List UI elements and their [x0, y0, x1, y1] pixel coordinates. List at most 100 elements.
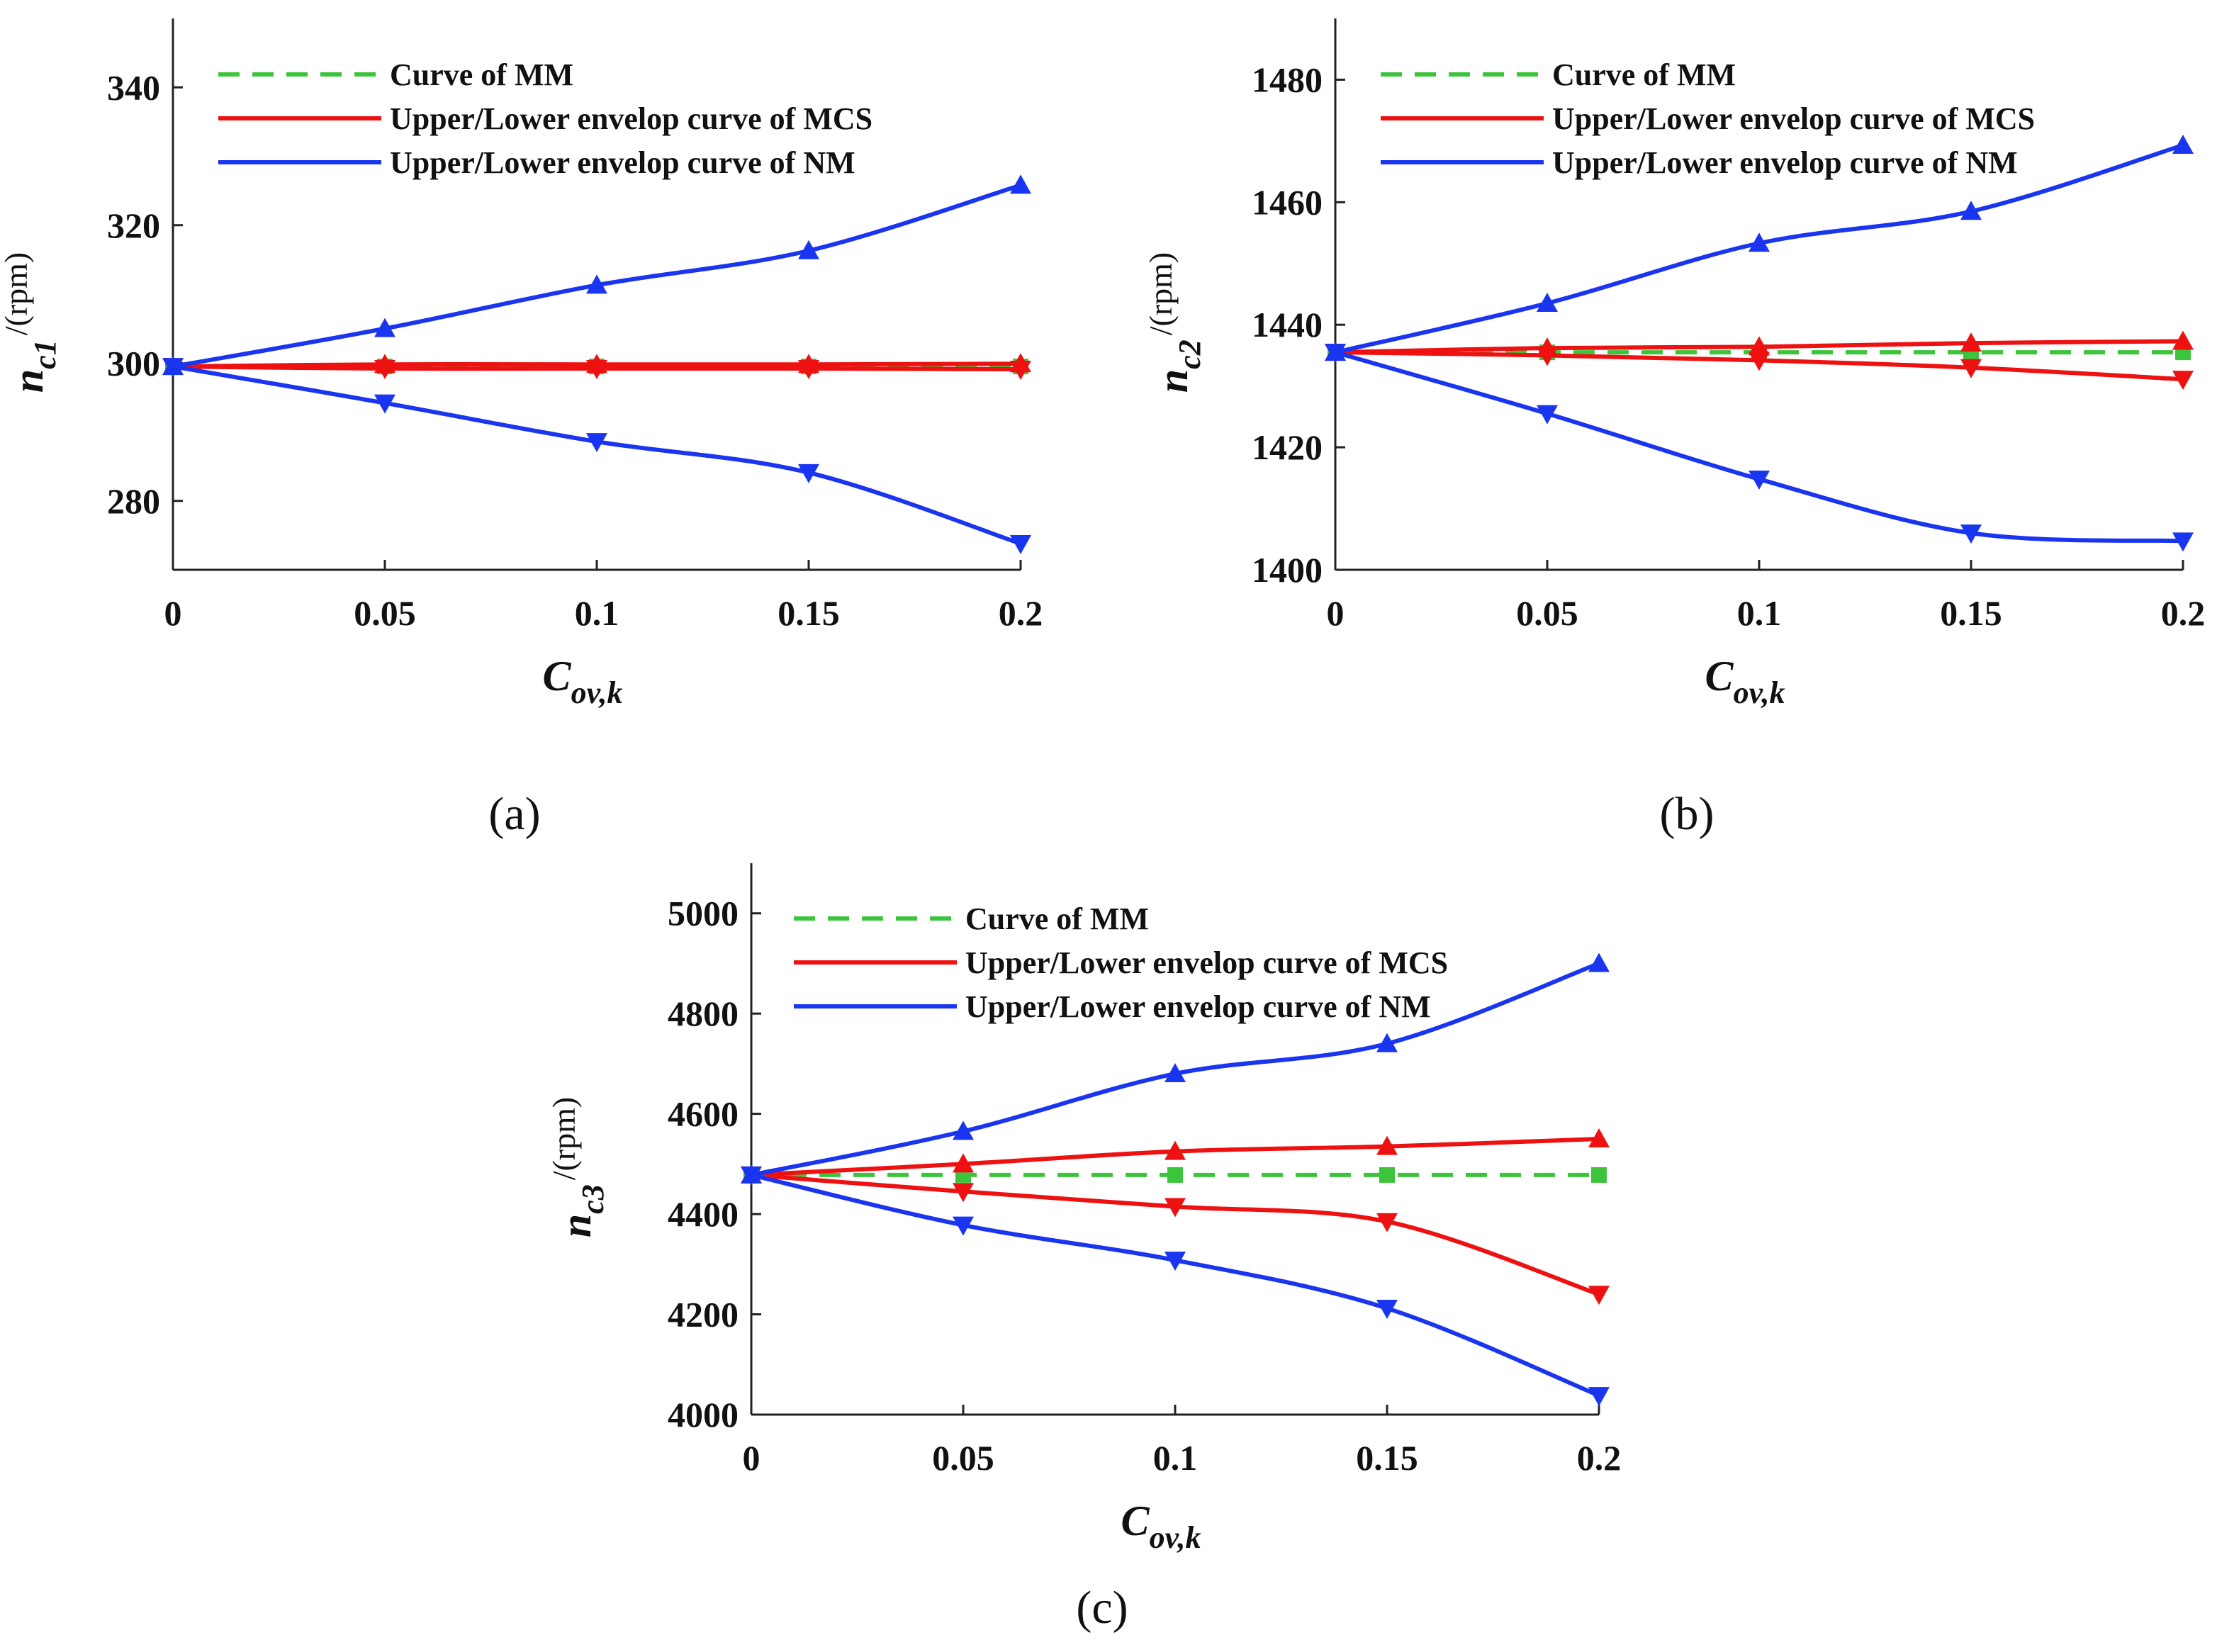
data-point: [741, 1166, 762, 1186]
data-point: [586, 360, 607, 380]
y-tick-label: 4600: [668, 1094, 739, 1134]
chart-panel-b: 0 0.05 0.1 0.15 0.2 1400 1420 1440 1460 1480 Cov,k…: [1143, 18, 2205, 840]
data-point: [1164, 1140, 1186, 1160]
data-point: [1167, 1167, 1183, 1183]
panel-label: (a): [488, 788, 540, 840]
legend-label: Upper/Lower envelop curve of NM: [390, 145, 855, 180]
x-tick-label: 0.2: [1577, 1438, 1622, 1478]
data-point: [374, 360, 395, 380]
x-tick-label: 0.15: [1356, 1438, 1418, 1478]
series-nm-lower: [162, 358, 1031, 555]
y-axis-label: nc2/(rpm): [1143, 252, 1207, 393]
y-tick-label: 4800: [668, 994, 739, 1033]
x-tick-label: 0: [743, 1438, 760, 1478]
y-axis-label: nc3/(rpm): [546, 1097, 610, 1237]
data-point: [1588, 1286, 1610, 1305]
chart-panel-c: 0 0.05 0.1 0.15 0.2 4000 4200 4400 4600 4800 5000 C…: [546, 863, 1621, 1634]
y-axis-label: nc1/(rpm): [0, 252, 62, 393]
data-point: [2172, 371, 2194, 390]
y-tick-label: 4200: [668, 1295, 739, 1334]
legend: Curve of MM Upper/Lower envelop curve of …: [1381, 57, 2035, 180]
data-point: [798, 360, 819, 380]
legend-label: Upper/Lower envelop curve of MCS: [390, 101, 872, 136]
data-point: [1588, 953, 1610, 972]
chart-panel-a: 0 0.05 0.1 0.15 0.2 280 300 320 340 Cov,k nc1/(rpm…: [0, 18, 1043, 840]
series-nm-upper: [162, 174, 1031, 376]
data-point: [1376, 1135, 1398, 1155]
data-point: [2172, 330, 2194, 350]
data-point: [1749, 232, 1770, 252]
data-point: [1379, 1167, 1395, 1183]
series-mcs-lower: [162, 358, 1031, 381]
data-point: [953, 1183, 974, 1203]
data-point: [1749, 336, 1770, 356]
x-tick-label: 0.05: [354, 593, 416, 633]
y-tick-label: 320: [107, 206, 160, 245]
data-point: [374, 394, 395, 414]
data-point: [1749, 352, 1770, 371]
data-point: [1164, 1063, 1186, 1083]
data-point: [1588, 1387, 1610, 1407]
data-point: [1749, 471, 1770, 490]
x-tick-label: 0.1: [1153, 1438, 1198, 1478]
data-point: [1588, 1128, 1610, 1147]
legend-label: Upper/Lower envelop curve of NM: [1552, 145, 2018, 180]
x-tick-label: 0.1: [575, 593, 619, 633]
x-tick-label: 0.05: [932, 1438, 994, 1478]
data-point: [798, 240, 819, 259]
data-point: [1164, 1252, 1186, 1271]
data-point: [1376, 1033, 1398, 1052]
data-point: [1537, 405, 1558, 425]
y-tick-label: 1420: [1252, 427, 1323, 467]
x-tick-label: 0: [164, 593, 182, 633]
legend-label: Upper/Lower envelop curve of NM: [965, 989, 1431, 1024]
x-axis-label: Cov,k: [1705, 653, 1785, 710]
data-point: [1010, 535, 1031, 555]
y-tick-label: 5000: [668, 894, 739, 933]
data-point: [2172, 532, 2194, 552]
x-tick-label: 0.2: [999, 593, 1043, 633]
data-point: [1537, 292, 1558, 312]
legend-label: Curve of MM: [965, 901, 1149, 936]
data-point: [586, 433, 607, 453]
x-axis-label: Cov,k: [1121, 1498, 1201, 1555]
data-point: [586, 274, 607, 294]
legend: Curve of MM Upper/Lower envelop curve of …: [218, 57, 872, 180]
data-point: [2172, 134, 2194, 154]
data-point: [1537, 347, 1558, 366]
data-point: [162, 358, 184, 378]
x-tick-label: 0.2: [2161, 593, 2206, 633]
legend: Curve of MM Upper/Lower envelop curve of …: [794, 901, 1448, 1024]
x-tick-label: 0.15: [1940, 593, 2002, 633]
data-point: [374, 318, 395, 337]
legend-label: Curve of MM: [1552, 57, 1736, 92]
y-tick-label: 4400: [668, 1194, 739, 1234]
panel-label: (c): [1076, 1582, 1128, 1634]
data-point: [1960, 201, 1982, 220]
data-point: [1591, 1167, 1607, 1183]
legend-label: Upper/Lower envelop curve of MCS: [965, 945, 1448, 980]
y-tick-label: 1460: [1252, 182, 1323, 222]
data-point: [953, 1120, 974, 1140]
data-point: [1376, 1213, 1398, 1232]
data-point: [1010, 174, 1031, 194]
data-point: [1325, 344, 1346, 364]
panel-label: (b): [1660, 788, 1714, 840]
data-point: [1164, 1198, 1186, 1218]
x-axis-label: Cov,k: [543, 653, 623, 710]
y-tick-label: 4000: [668, 1395, 739, 1434]
y-tick-label: 1440: [1252, 305, 1323, 344]
x-tick-label: 0.05: [1516, 593, 1578, 633]
x-tick-label: 0: [1327, 593, 1345, 633]
data-point: [1960, 332, 1982, 352]
data-point: [1376, 1300, 1398, 1320]
data-point: [953, 1153, 974, 1173]
y-tick-label: 1400: [1252, 550, 1323, 590]
y-tick-label: 340: [107, 67, 160, 107]
y-tick-label: 280: [107, 481, 160, 521]
data-point: [1960, 359, 1982, 378]
y-tick-label: 1480: [1252, 60, 1323, 99]
x-tick-label: 0.1: [1737, 593, 1782, 633]
